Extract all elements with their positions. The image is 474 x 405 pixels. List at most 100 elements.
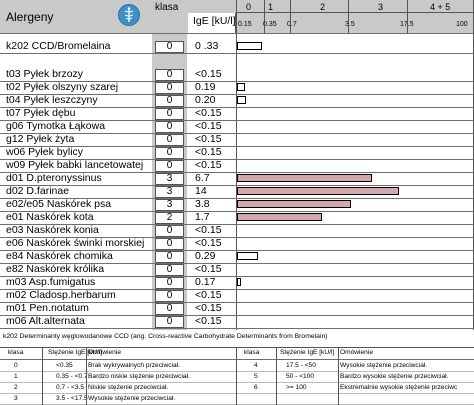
klasa-value: 0 [155, 225, 184, 237]
row-divider [0, 172, 474, 173]
ige-value: <0.15 [195, 146, 222, 158]
ige-value: 6.7 [195, 172, 210, 184]
allergen-name: e06 Naskórek świnki morskiej [6, 237, 145, 249]
ige-bar [237, 213, 322, 221]
klasa-value: 0 [155, 277, 184, 289]
legend-class: 3 [14, 395, 18, 402]
klasa-value: 0 [155, 134, 184, 146]
allergen-name: g06 Tymotka Łąkowa [6, 120, 106, 132]
row-divider [0, 120, 474, 121]
klasa-value: 0 [155, 303, 184, 315]
allergen-name: e01 Naskórek kota [6, 211, 94, 223]
legend-row-divider [0, 382, 474, 383]
class-number: 0 [246, 2, 252, 12]
legend-class: 0 [14, 362, 18, 369]
grid-line [348, 0, 349, 33]
row-divider [0, 133, 474, 134]
ige-value: 0 .33 [195, 40, 219, 52]
allergen-name: e84 Naskórek chomika [6, 250, 113, 262]
ige-value: <0.15 [195, 159, 222, 171]
allergen-name: m06 Alt.alternata [6, 315, 85, 327]
legend-range: >= 100 [286, 384, 307, 391]
ige-value: 1.7 [195, 211, 210, 223]
legend-description: Wysokie stężenie przeciwciał. [88, 395, 176, 402]
klasa-value: 0 [155, 290, 184, 302]
legend-class: 2 [14, 384, 18, 391]
allergen-name: t07 Pyłek dębu [6, 107, 76, 119]
ige-value: <0.15 [195, 133, 222, 145]
row-divider [0, 107, 474, 108]
grid-line [236, 0, 237, 330]
legend-divider [0, 359, 474, 360]
row-divider [0, 315, 474, 316]
ige-value: <0.15 [195, 315, 222, 327]
row-divider [0, 81, 474, 82]
klasa-value: 0 [155, 82, 184, 94]
class-number: 4 + 5 [430, 2, 451, 12]
allergen-name: w09 Pyłek babki lancetowatej [6, 159, 144, 171]
scale-tick: 0.7 [287, 21, 297, 28]
class-number: 2 [320, 2, 326, 12]
allergen-name: k202 CCD/Bromelaina [6, 40, 111, 52]
klasa-value: 0 [155, 160, 184, 172]
legend-header: Stężenie IgE [kU/l] [280, 349, 335, 356]
header-divider [0, 33, 474, 34]
scale-tick: 3.5 [345, 21, 355, 28]
legend-col-divider [236, 347, 237, 405]
row-divider [0, 159, 474, 160]
legend-col-divider [338, 347, 339, 405]
legend-header: klasa [244, 349, 260, 356]
allergen-name: m02 Cladosp.herbarum [6, 289, 116, 301]
klasa-value: 0 [155, 69, 184, 81]
ige-value: <0.15 [195, 263, 222, 275]
ige-bar [237, 200, 351, 208]
ige-label: IgE [kU/l] [193, 15, 236, 27]
ige-value: 0.17 [195, 276, 216, 288]
legend-header: Omówienie [340, 349, 373, 356]
klasa-value: 0 [155, 108, 184, 120]
allergen-name: d02 D.farinae [6, 185, 70, 197]
row-divider [0, 289, 474, 290]
allergen-name: d01 D.pteronyssinus [6, 172, 102, 184]
klasa-value: 0 [155, 316, 184, 328]
row-divider [0, 250, 474, 251]
row-divider [0, 185, 474, 186]
legend-range: 50 - <100 [286, 373, 315, 380]
ige-bar [237, 96, 247, 104]
klasa-value: 3 [155, 199, 184, 211]
ige-value: <0.15 [195, 68, 222, 80]
legend-col-divider [86, 347, 87, 405]
scale-tick: 0.15 [238, 21, 252, 28]
row-divider [0, 302, 474, 303]
header-allergens-label: Alergeny [6, 10, 54, 24]
ige-bar [237, 187, 399, 195]
allergen-name: t04 Pyłek leszczyny [6, 94, 98, 106]
caduceus-icon [118, 4, 140, 26]
legend-class: 4 [254, 362, 258, 369]
ige-value: <0.15 [195, 120, 222, 132]
legend-class: 5 [254, 373, 258, 380]
allergen-name: w06 Pyłek bylicy [6, 146, 84, 158]
klasa-value: 0 [155, 251, 184, 263]
ige-bar [237, 42, 263, 50]
klasa-value: 0 [155, 41, 184, 53]
allergen-name: m01 Pen.notatum [6, 302, 89, 314]
grid-line [407, 0, 408, 33]
legend-header: Stężenie IgE [kU/l] [48, 349, 103, 356]
row-divider [0, 211, 474, 212]
header-klasa-label: klasa [155, 2, 179, 13]
ige-value: <0.15 [195, 289, 222, 301]
ige-value: 0.19 [195, 81, 216, 93]
legend-header: klasa [8, 349, 24, 356]
legend-row-divider [0, 371, 474, 372]
klasa-value: 0 [155, 264, 184, 276]
ige-value: <0.15 [195, 107, 222, 119]
grid-line [264, 0, 265, 33]
legend-header: Omówienie [88, 349, 121, 356]
klasa-value: 2 [155, 212, 184, 224]
row-divider [0, 237, 474, 238]
klasa-value: 3 [155, 186, 184, 198]
klasa-value: 3 [155, 173, 184, 185]
ige-value: <0.15 [195, 302, 222, 314]
legend-class: 1 [14, 373, 18, 380]
